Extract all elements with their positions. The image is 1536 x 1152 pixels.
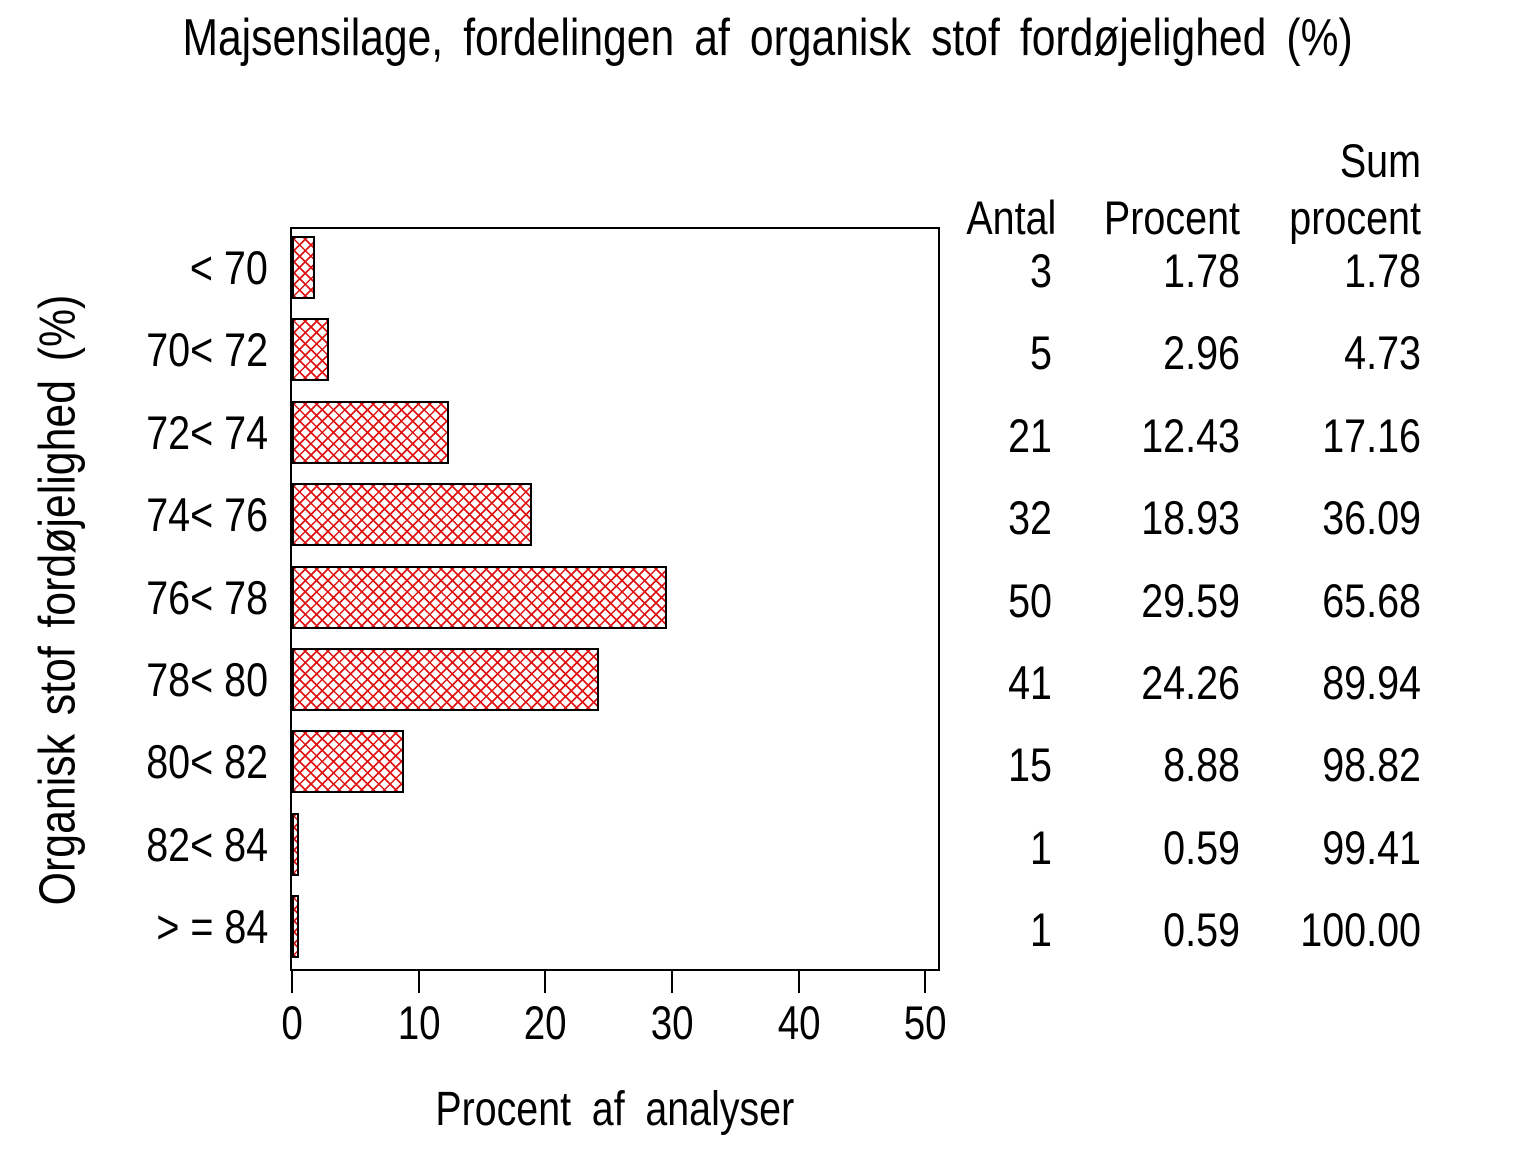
x-tick-label: 40 [739,999,859,1047]
category-label-text: 72< 74 [146,405,268,459]
x-tick-label-text: 30 [650,996,694,1049]
x-tick [924,971,927,993]
antal-value: 15 [1008,738,1052,792]
category-label: 80< 82 [0,737,268,787]
category-label: 74< 76 [0,490,268,540]
bar-< 70 [292,236,315,299]
category-label-text: < 70 [190,241,268,294]
table-row: 15 8.88 98.82 [950,740,1421,790]
procent-value: 2.96 [1163,326,1240,380]
table-row: 3 1.78 1.78 [950,246,1421,296]
procent-value: 18.93 [1141,491,1240,545]
category-label: < 70 [0,243,268,293]
procent-value: 0.59 [1163,903,1240,957]
x-tick [544,971,547,993]
category-label-text: 82< 84 [146,817,268,871]
x-tick [671,971,673,993]
table-header-sum-line1: Sum [1339,134,1421,187]
antal-value: 50 [1008,573,1052,627]
x-tick [797,971,800,993]
sum-procent-value: 17.16 [1322,408,1421,462]
table-header-antal: Antal [966,191,1057,244]
bar-72< 74 [292,400,450,464]
x-tick-label-text: 20 [523,996,567,1049]
category-label: 70< 72 [0,325,268,375]
category-label-text: 78< 80 [146,653,268,706]
x-tick-label-text: 0 [281,996,303,1049]
table-row: 1 0.59 99.41 [950,820,1421,874]
sum-procent-value: 1.78 [1344,244,1421,297]
table-row: 5 2.96 4.73 [950,328,1421,378]
category-label-text: 80< 82 [146,735,268,789]
x-tick [417,971,420,993]
sum-procent-value: 65.68 [1322,573,1421,627]
table-header-sum-line2: procent [1289,191,1421,244]
bar-> = 84 [292,895,300,959]
antal-value: 21 [1008,408,1052,462]
x-axis-title: Procent af analyser [290,1084,940,1136]
x-tick-label-text: 50 [903,996,947,1049]
sum-procent-value: 4.73 [1344,326,1421,380]
antal-value: 1 [1030,820,1052,874]
plot-area [290,227,940,971]
antal-value: 5 [1030,326,1052,380]
sum-procent-value: 89.94 [1322,656,1421,709]
x-tick-label-text: 40 [777,996,821,1049]
procent-value: 1.78 [1163,244,1240,297]
x-tick-label: 20 [485,999,605,1047]
table-header-procent: Procent [1103,191,1240,244]
category-label: 76< 78 [0,570,268,624]
antal-value: 41 [1008,656,1052,709]
sum-procent-value: 100.00 [1300,903,1421,957]
table-row: 41 24.26 89.94 [950,658,1421,708]
category-label: 78< 80 [0,655,268,705]
x-tick-label: 10 [359,999,479,1047]
category-label: 82< 84 [0,817,268,871]
category-label: 72< 74 [0,405,268,459]
procent-value: 8.88 [1163,738,1240,792]
procent-value: 24.26 [1141,656,1240,709]
procent-value: 12.43 [1141,408,1240,462]
antal-value: 32 [1008,491,1052,545]
antal-value: 3 [1030,244,1052,297]
bar-78< 80 [292,648,600,711]
bar-70< 72 [292,318,330,382]
x-tick [291,971,293,993]
category-label-text: > = 84 [156,900,268,954]
sum-procent-value: 99.41 [1322,820,1421,874]
bar-82< 84 [292,812,300,876]
bar-80< 82 [292,730,405,794]
table-row: 21 12.43 17.16 [950,408,1421,462]
bar-76< 78 [292,565,667,629]
sum-procent-value: 36.09 [1322,491,1421,545]
category-label-text: 76< 78 [146,570,268,624]
chart-title: Majsensilage, fordelingen af organisk st… [0,10,1536,66]
category-label-text: 70< 72 [146,323,268,377]
procent-value: 29.59 [1141,573,1240,627]
category-label: > = 84 [0,902,268,952]
x-axis-title-text: Procent af analyser [435,1083,795,1136]
antal-value: 1 [1030,903,1052,957]
sum-procent-value: 98.82 [1322,738,1421,792]
table-row: 50 29.59 65.68 [950,573,1421,627]
x-tick-label: 0 [232,999,352,1047]
procent-value: 0.59 [1163,820,1240,874]
table-row: 1 0.59 100.00 [950,905,1421,955]
category-label-text: 74< 76 [146,488,268,542]
table-row: 32 18.93 36.09 [950,493,1421,543]
x-tick-label-text: 10 [397,996,441,1049]
chart-title-text: Majsensilage, fordelingen af organisk st… [182,9,1354,67]
x-tick-label: 50 [865,999,985,1047]
bar-74< 76 [292,483,532,547]
table-header-row: Antal Procent procent [950,193,1421,243]
x-tick-label: 30 [612,999,732,1047]
